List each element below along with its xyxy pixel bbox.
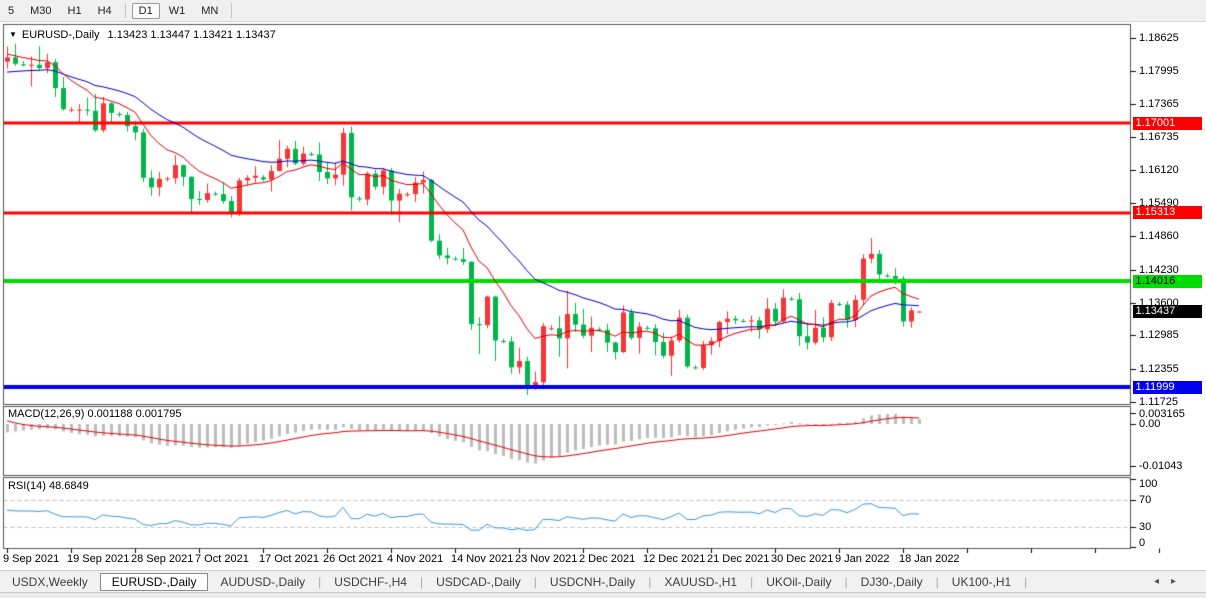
chart-ohlc-values: 1.13423 1.13447 1.13421 1.13437: [107, 29, 276, 41]
macd-axis-label: 0.003165: [1139, 407, 1185, 420]
tab-scroll-right-icon[interactable]: ▸: [1170, 576, 1188, 587]
date-axis-label: 4 Nov 2021: [387, 553, 444, 565]
date-axis-label: 9 Sep 2021: [3, 553, 60, 565]
price-axis-label: 1.11725: [1139, 395, 1178, 408]
date-axis-label: 7 Oct 2021: [195, 553, 249, 565]
macd-axis-label: -0.01043: [1139, 460, 1183, 472]
price-axis-label: 1.12355: [1139, 362, 1179, 375]
chart-dropdown-icon[interactable]: ▼: [9, 30, 17, 39]
price-level-chip: 1.14016: [1132, 274, 1202, 288]
timeframe-toolbar: 5 M30 H1 H4 D1 W1 MN: [0, 0, 1206, 22]
date-axis-label: 12 Dec 2021: [643, 553, 706, 565]
price-axis-label: 1.14860: [1139, 230, 1179, 243]
symbol-tab-uk100-h1[interactable]: UK100-,H1: [951, 574, 1012, 589]
symbol-tab-xauusd-h1[interactable]: XAUUSD-,H1: [664, 574, 738, 589]
chart-title: ▼ EURUSD-,Daily 1.13423 1.13447 1.13421 1.…: [9, 29, 276, 41]
date-axis-label: 9 Jan 2022: [835, 553, 890, 565]
price-axis-label: 1.17995: [1139, 64, 1179, 77]
tab-separator: |: [1024, 574, 1028, 589]
symbol-tab-eurusd-daily[interactable]: EURUSD-,Daily: [99, 572, 209, 591]
tab-separator: |: [533, 574, 537, 589]
price-axis-label: 1.12985: [1139, 329, 1179, 342]
chart-symbol-label: EURUSD-,Daily: [21, 29, 100, 41]
tab-separator: |: [844, 574, 848, 589]
tab-separator: |: [318, 574, 322, 589]
date-axis-label: 28 Sep 2021: [131, 553, 194, 565]
date-axis-label: 19 Sep 2021: [67, 553, 130, 565]
date-axis-label: 26 Oct 2021: [323, 553, 383, 565]
tab-separator: |: [419, 574, 424, 589]
symbol-tab-usdx-weekly[interactable]: USDX,Weekly: [12, 574, 88, 589]
macd-indicator-label: MACD(12,26,9) 0.001188 0.001795: [8, 408, 182, 420]
tab-scroll-arrows: ◂▸: [1154, 576, 1188, 587]
symbol-tab-bar: USDX,Weekly EURUSD-,Daily AUDUSD-,Daily | US…: [0, 570, 1206, 592]
rsi-axis-label: 0: [1139, 536, 1146, 549]
timeframe-button-m30[interactable]: M30: [30, 4, 52, 17]
macd-axis-label: 0.00: [1139, 418, 1161, 430]
date-axis-label: 18 Jan 2022: [899, 553, 960, 565]
symbol-tab-usdcad-daily[interactable]: USDCAD-,Daily: [436, 574, 521, 589]
date-axis-label: 23 Nov 2021: [515, 553, 578, 565]
timeframe-button-w1[interactable]: W1: [168, 4, 186, 17]
toolbar-separator: [231, 3, 233, 18]
price-level-chip: 1.13437: [1132, 305, 1202, 319]
timeframe-button-mn[interactable]: MN: [201, 4, 219, 17]
timeframe-button-h4[interactable]: H4: [97, 4, 112, 17]
price-axis-label: 1.16735: [1139, 131, 1179, 144]
rsi-axis-label: 30: [1139, 520, 1152, 533]
date-axis-label: 14 Nov 2021: [451, 553, 514, 565]
symbol-tab-audusd-daily[interactable]: AUDUSD-,Daily: [220, 574, 306, 589]
price-axis-label: 1.16120: [1139, 163, 1179, 176]
price-level-chip: 1.11999: [1132, 380, 1202, 394]
price-axis-label: 1.18625: [1139, 31, 1179, 44]
timeframe-button-d1[interactable]: D1: [131, 2, 160, 19]
price-axis-label: 1.17365: [1139, 98, 1179, 111]
date-axis-label: 30 Dec 2021: [771, 553, 834, 565]
price-level-chip: 1.15313: [1132, 206, 1202, 220]
tab-separator: |: [935, 574, 939, 589]
timeframe-button-5[interactable]: 5: [8, 4, 15, 17]
tab-separator: |: [648, 574, 652, 589]
toolbar-separator: [124, 3, 126, 18]
tab-separator: |: [750, 574, 754, 589]
timeframe-button-h1[interactable]: H1: [67, 4, 82, 17]
rsi-axis-label: 70: [1139, 493, 1152, 506]
symbol-tab-ukoil-daily[interactable]: UKOil-,Daily: [766, 574, 832, 589]
symbol-tab-dj30-daily[interactable]: DJ30-,Daily: [860, 574, 923, 589]
status-strip: [0, 592, 1206, 598]
rsi-indicator-label: RSI(14) 48.6849: [8, 480, 89, 492]
date-axis-label: 21 Dec 2021: [707, 553, 770, 565]
rsi-axis-label: 100: [1139, 477, 1158, 490]
symbol-tab-usdchf-h4[interactable]: USDCHF-,H4: [334, 574, 407, 589]
date-axis-label: 2 Dec 2021: [579, 553, 636, 565]
price-axis-label: 1.14230: [1139, 263, 1179, 276]
price-level-chip: 1.17001: [1132, 116, 1202, 130]
tab-scroll-left-icon[interactable]: ◂: [1153, 576, 1171, 587]
symbol-tab-usdcnh-daily[interactable]: USDCNH-,Daily: [549, 574, 636, 589]
date-axis-label: 17 Oct 2021: [259, 553, 319, 565]
